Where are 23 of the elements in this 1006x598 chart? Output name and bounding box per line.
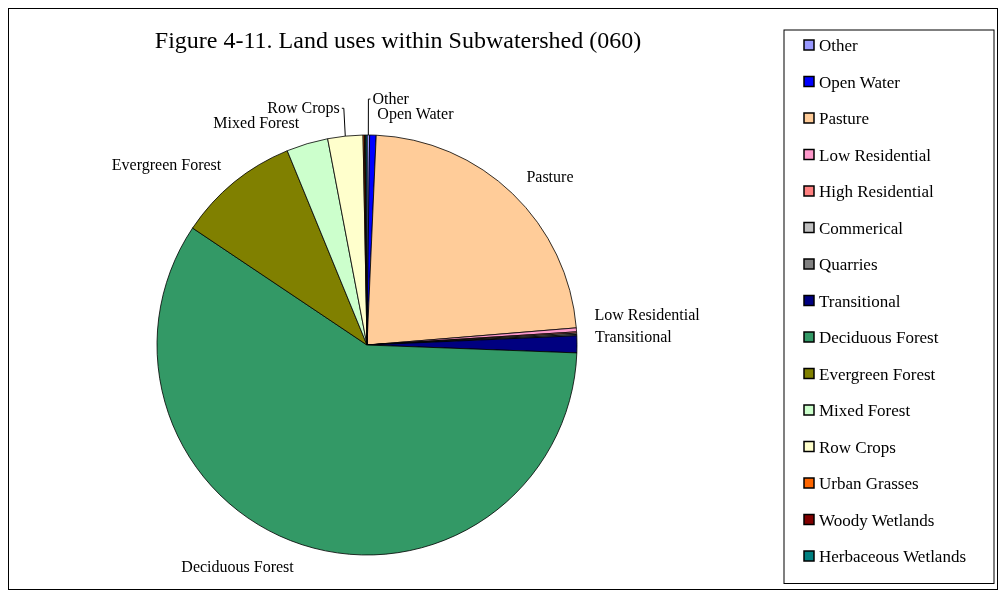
legend-label: Open Water: [819, 72, 901, 92]
slice-label: Deciduous Forest: [181, 558, 295, 576]
legend-label: Woody Wetlands: [819, 510, 935, 530]
legend-label: Other: [819, 36, 859, 55]
legend-label: Transitional: [819, 291, 901, 311]
slice-label: Open Water: [377, 105, 455, 124]
legend-label: Evergreen Forest: [819, 364, 936, 384]
legend-label: Deciduous Forest: [819, 328, 939, 347]
legend-label: Quarries: [819, 255, 878, 274]
legend-label: Commerical: [819, 218, 904, 238]
slice-label: Low Residential: [594, 306, 701, 324]
legend-label: Row Crops: [819, 437, 896, 457]
legend-label: Mixed Forest: [819, 401, 911, 420]
legend-label: Urban Grasses: [819, 474, 919, 493]
legend-label: High Residential: [819, 182, 935, 201]
slice-label: Transitional: [595, 328, 673, 346]
legend-label: Herbaceous Wetlands: [819, 547, 967, 566]
slice-label: Evergreen Forest: [111, 155, 222, 174]
legend-label: Low Residential: [819, 145, 932, 165]
chart-title: Figure 4-11. Land uses within Subwatershed (060): [154, 27, 642, 53]
slice-label: Pasture: [526, 167, 574, 185]
legend-label: Pasture: [819, 109, 870, 128]
slice-label: Other: [372, 90, 410, 108]
